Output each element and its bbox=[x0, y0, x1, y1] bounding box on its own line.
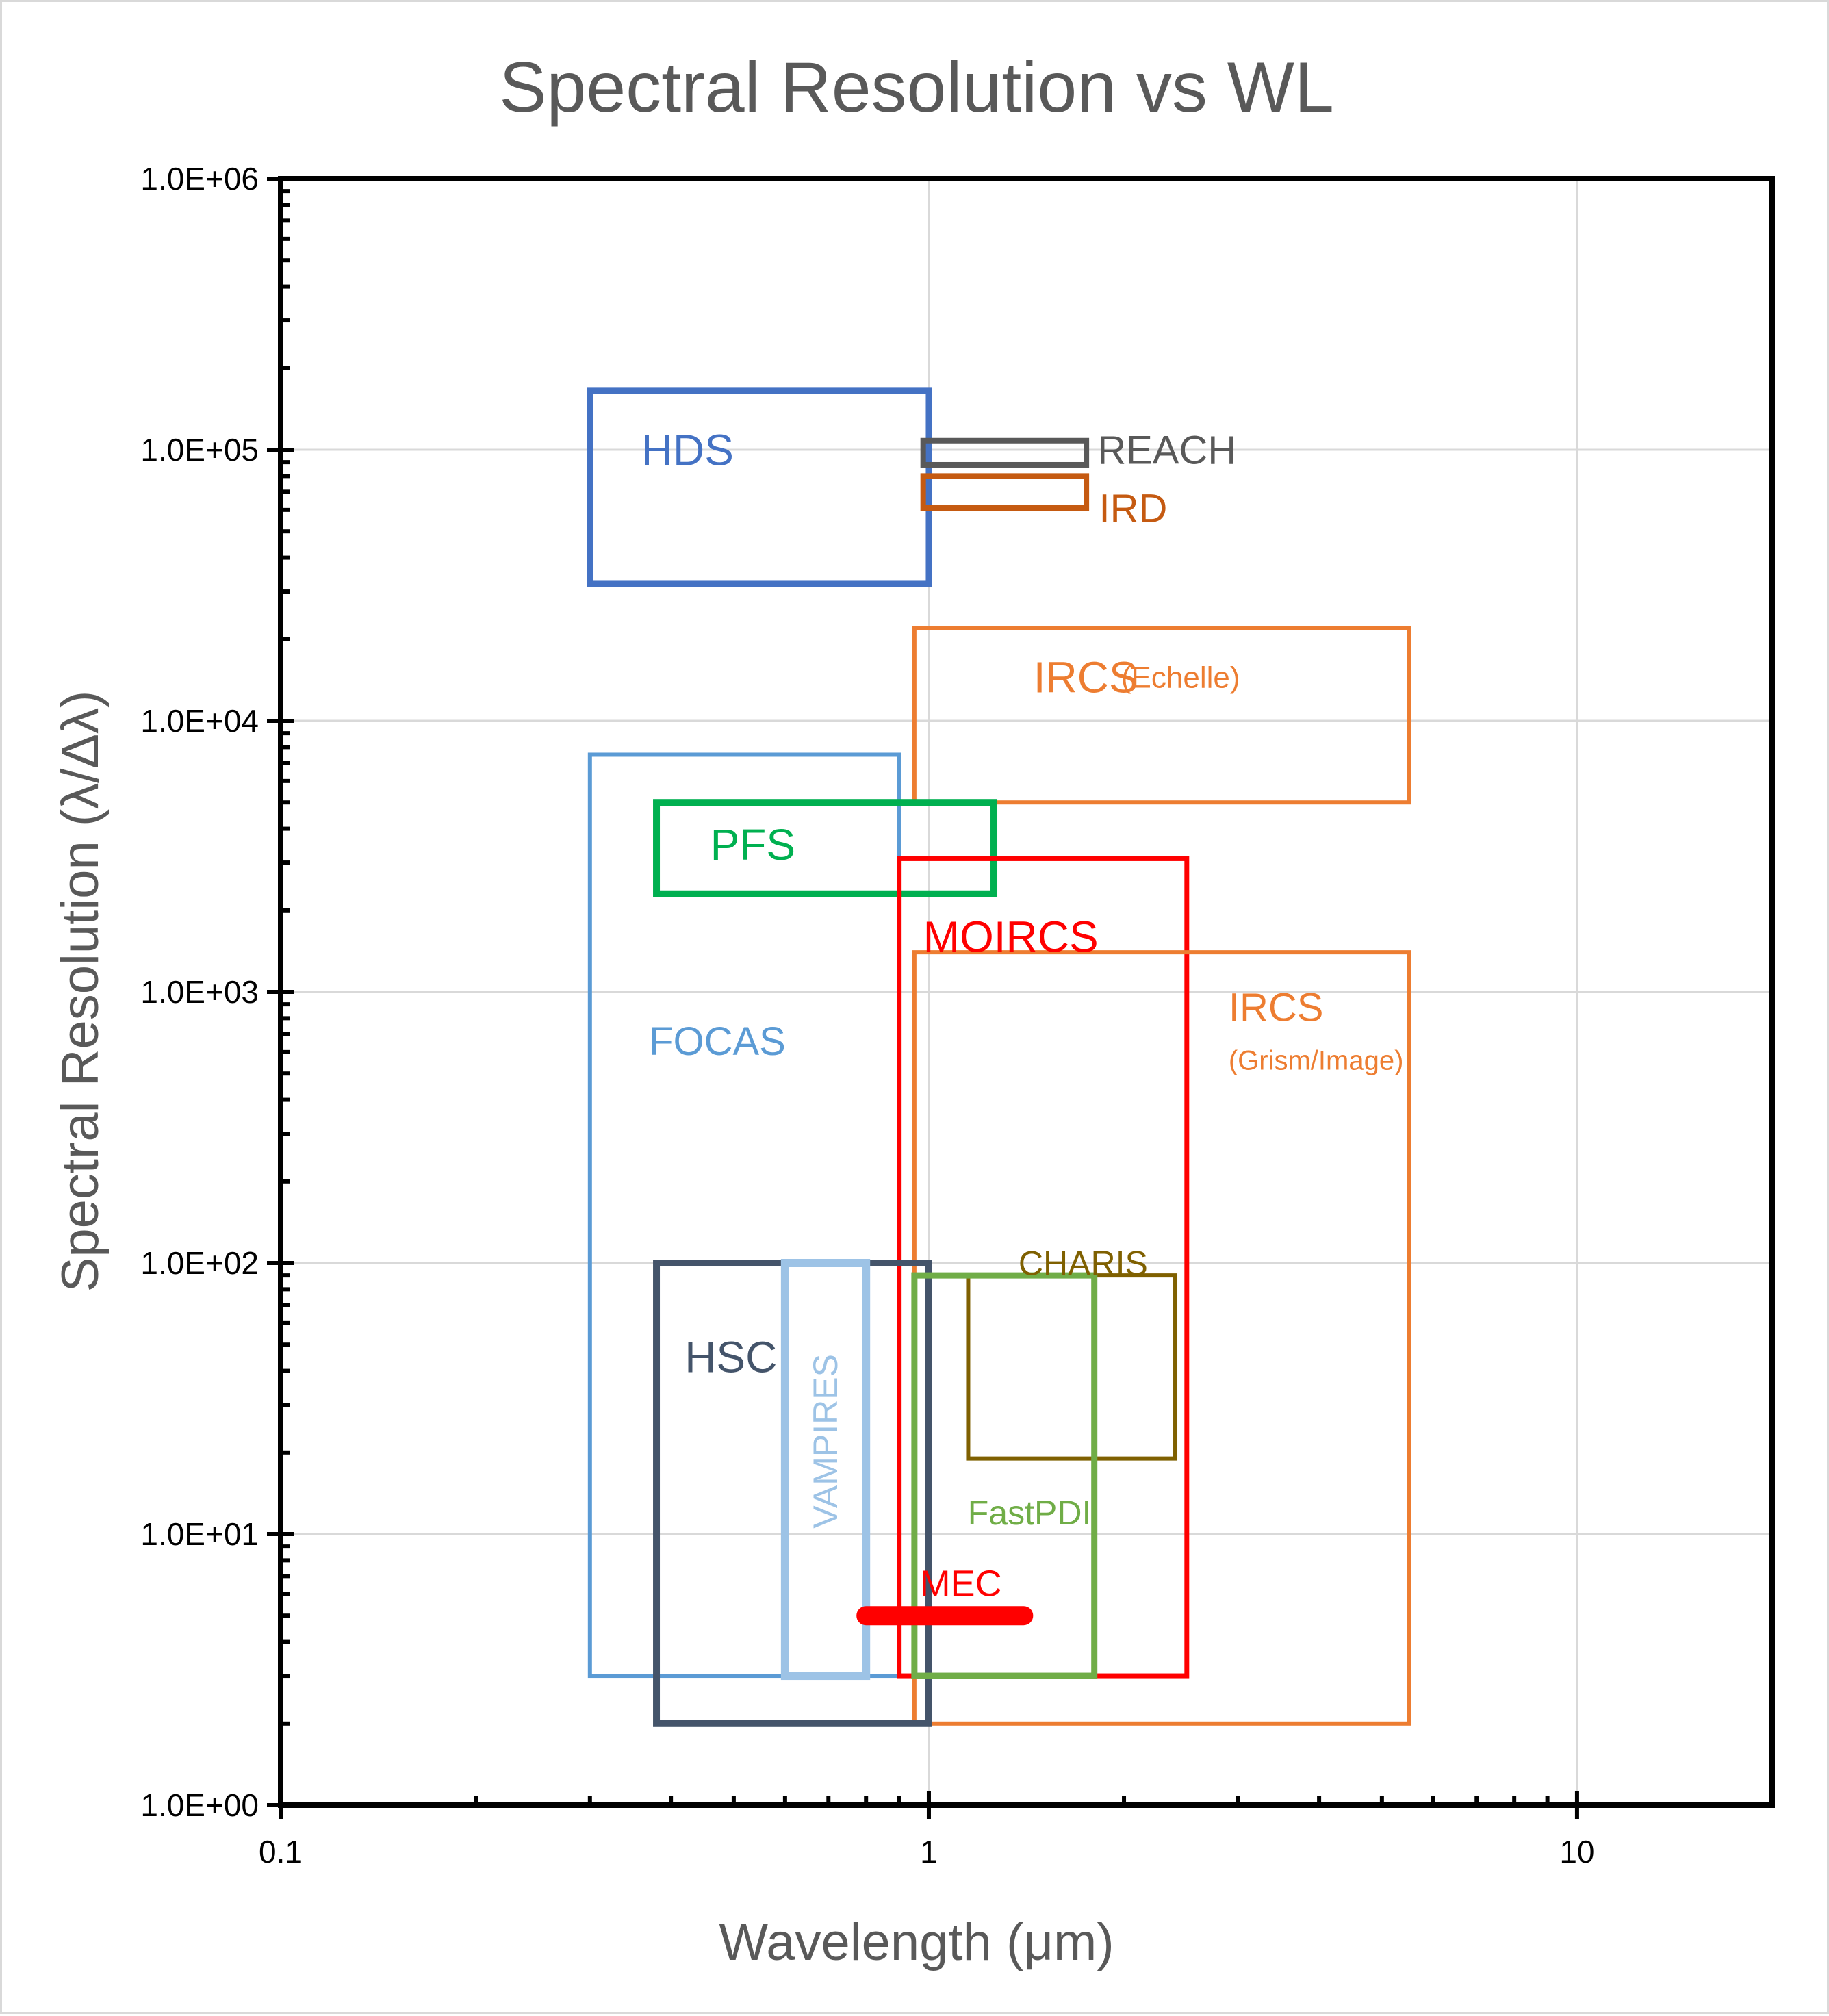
label-fastpdi: FastPDI bbox=[968, 1494, 1092, 1532]
y-tick-label: 1.0E+01 bbox=[140, 1516, 259, 1552]
y-tick-label: 1.0E+06 bbox=[140, 161, 259, 196]
ticks: 1.0E+00 1.0E+01 1.0E+02 1.0E+03 1.0E+04 1.0E+… bbox=[140, 161, 1774, 1870]
label-ircs-grism-image: IRCS bbox=[1229, 985, 1324, 1030]
box-ircs-echelle bbox=[912, 626, 1411, 805]
x-axis-title: Wavelength (μm) bbox=[719, 1913, 1114, 1972]
label-pfs: PFS bbox=[711, 820, 795, 869]
box-vampires bbox=[780, 1259, 871, 1681]
label-ircs-echelle-sub: (Echelle) bbox=[1121, 661, 1240, 694]
instrument-boxes bbox=[587, 387, 1411, 1727]
label-hsc: HSC bbox=[685, 1333, 777, 1382]
y-tick-label: 1.0E+03 bbox=[140, 974, 259, 1010]
box-hds bbox=[587, 387, 932, 587]
label-hds: HDS bbox=[641, 425, 734, 474]
gridlines bbox=[279, 177, 1772, 1807]
label-ird: IRD bbox=[1099, 486, 1167, 531]
instrument-labels: HDS REACHIRDIRCS(Echelle)PFSMOIRCSIRCS(Gr… bbox=[641, 425, 1404, 1604]
y-tick-label: 1.0E+04 bbox=[140, 703, 259, 739]
box-fastpdi bbox=[911, 1272, 1098, 1679]
label-ircs-echelle: IRCS bbox=[1034, 652, 1138, 702]
box-reach bbox=[920, 437, 1090, 468]
label-mec: MEC bbox=[920, 1563, 1002, 1604]
x-tick-label: 1 bbox=[920, 1834, 938, 1870]
label-vampires: VAMPIRES bbox=[806, 1354, 845, 1529]
label-moircs: MOIRCS bbox=[923, 913, 1099, 962]
y-tick-label: 1.0E+05 bbox=[140, 432, 259, 468]
y-tick-label: 1.0E+02 bbox=[140, 1245, 259, 1281]
box-pfs bbox=[653, 799, 998, 897]
x-tick-label: 0.1 bbox=[259, 1834, 303, 1870]
box-ird bbox=[920, 473, 1090, 511]
label-ircs-grism-image-sub: (Grism/Image) bbox=[1229, 1046, 1404, 1076]
label-charis: CHARIS bbox=[1019, 1245, 1148, 1283]
label-focas: FOCAS bbox=[649, 1019, 786, 1064]
x-tick-label: 10 bbox=[1559, 1834, 1594, 1870]
y-axis-title: Spectral Resolution (λ/Δλ) bbox=[51, 691, 110, 1292]
chart-title: Spectral Resolution vs WL bbox=[499, 48, 1334, 127]
y-tick-label: 1.0E+00 bbox=[140, 1787, 259, 1823]
label-reach: REACH bbox=[1097, 428, 1236, 472]
box-charis bbox=[966, 1273, 1178, 1461]
